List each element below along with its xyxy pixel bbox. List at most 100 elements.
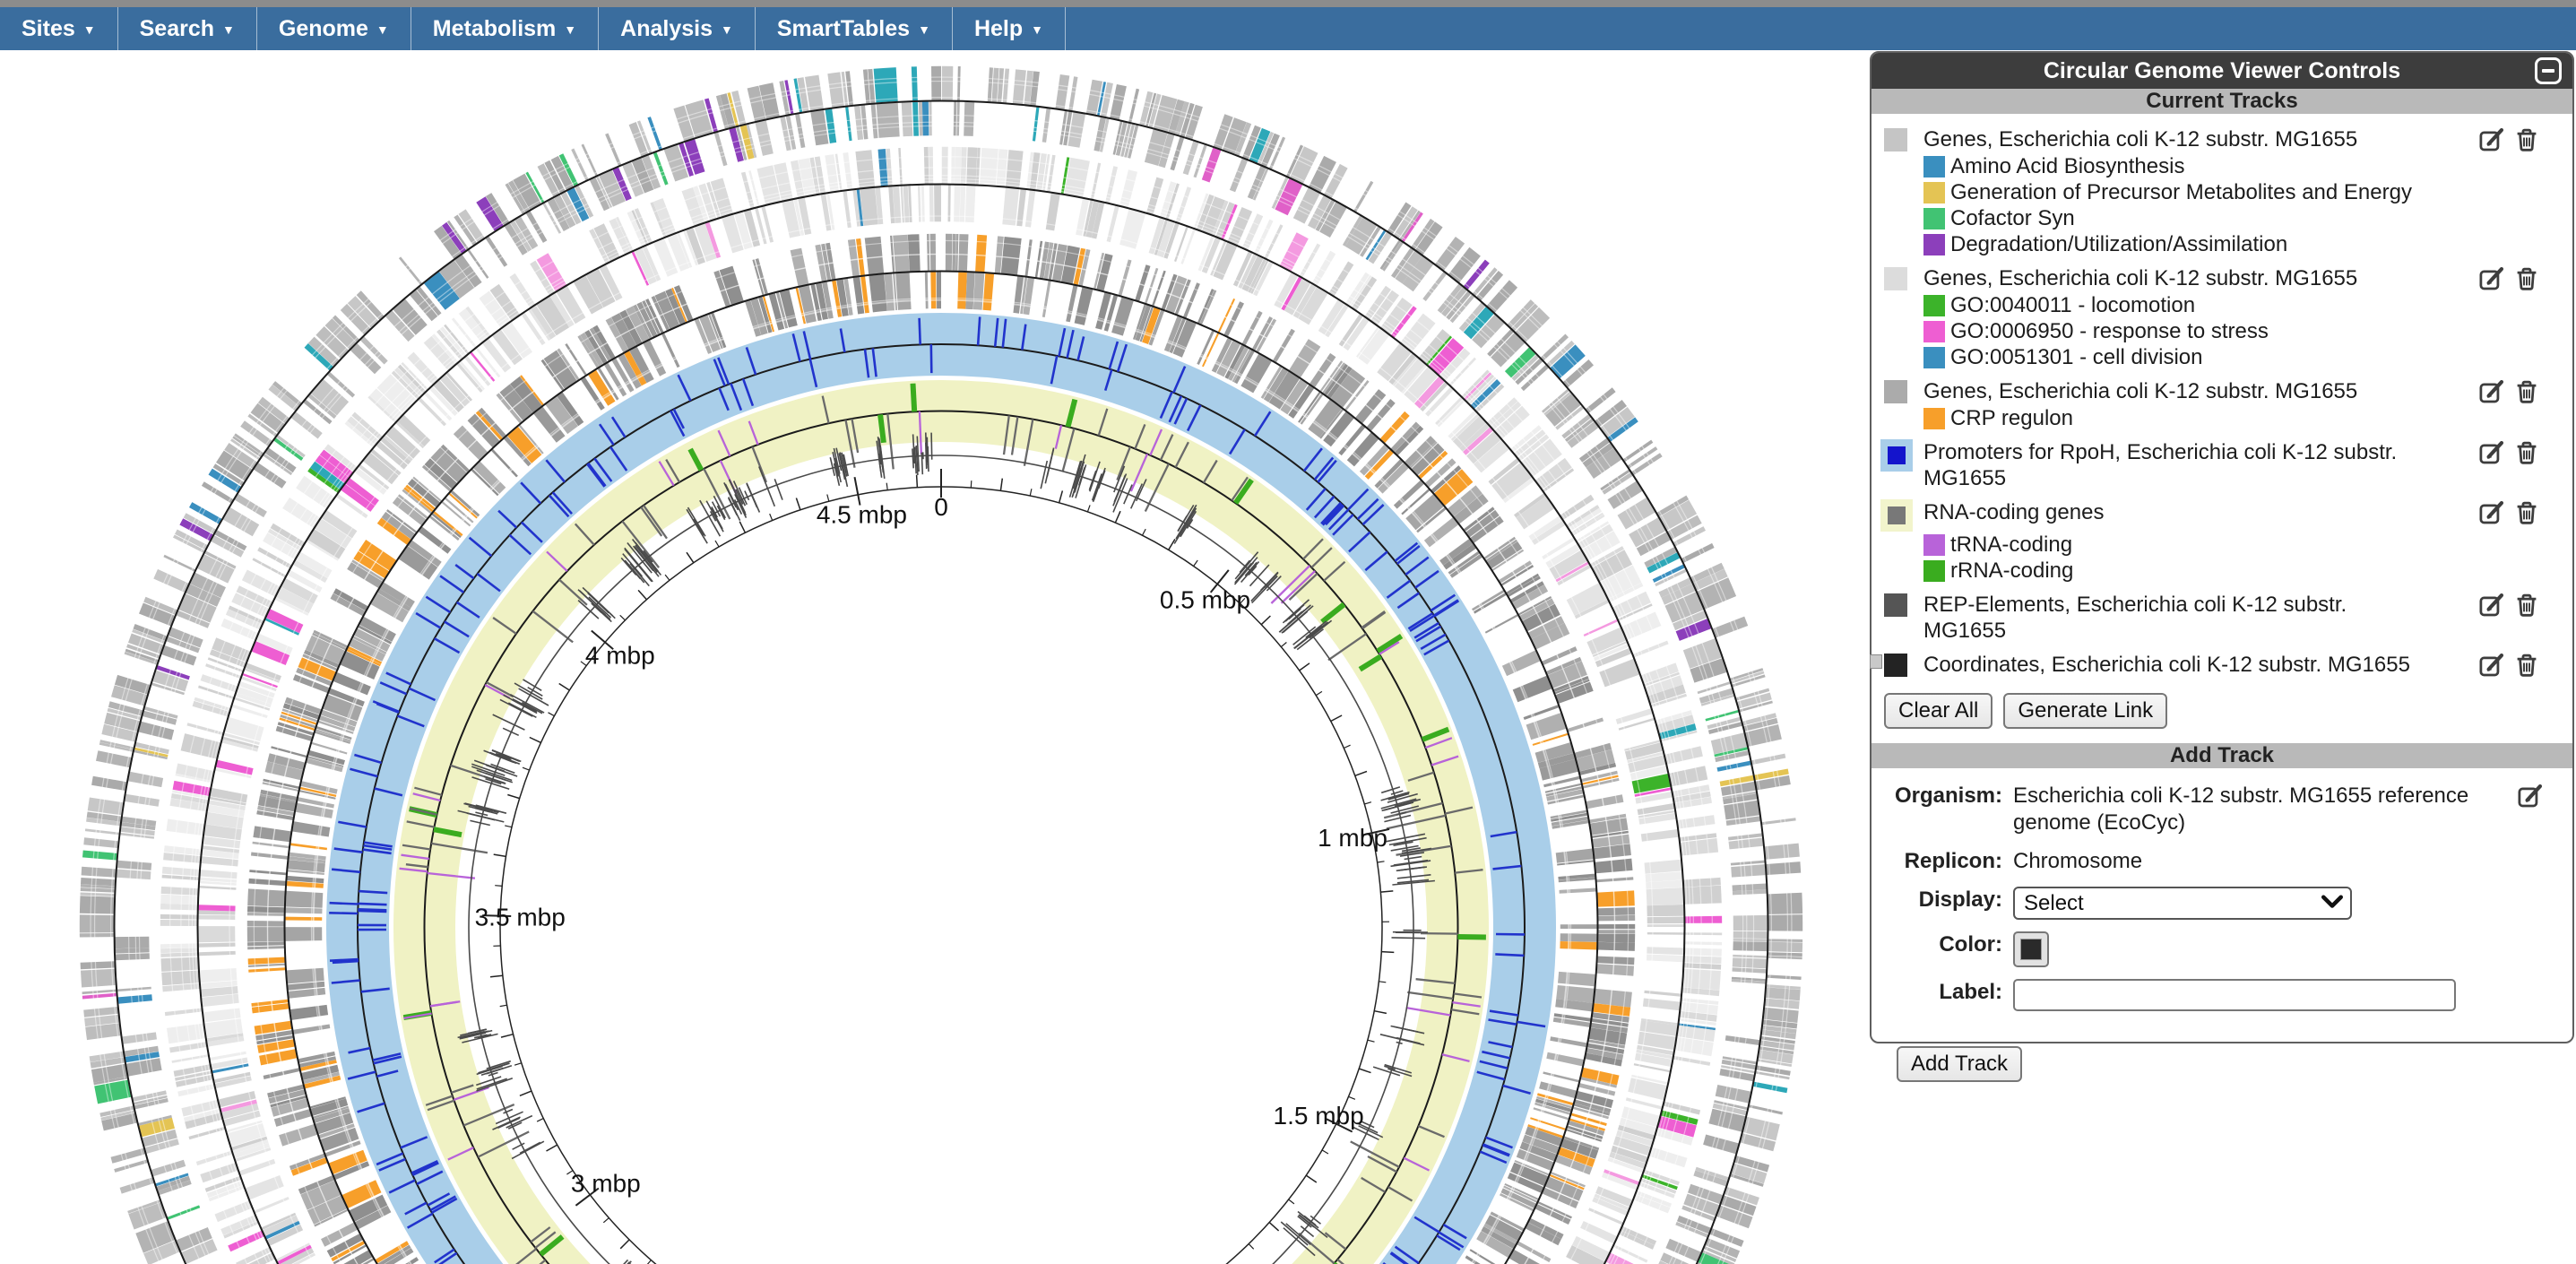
caret-down-icon: ▼ <box>1031 22 1043 37</box>
nav-item-label: SmartTables <box>776 15 911 41</box>
legend-label: GO:0006950 - response to stress <box>1950 318 2269 343</box>
ring-promoters-rpoh <box>326 313 1556 1264</box>
track-group: REP-Elements, Escherichia coli K-12 subs… <box>1884 592 2563 644</box>
legend-color-swatch <box>1923 346 1945 368</box>
track-row: Promoters for RpoH, Escherichia coli K-1… <box>1880 439 2563 491</box>
track-title: Genes, Escherichia coli K-12 substr. MG1… <box>1923 379 2358 403</box>
add-track-form: Organism: Escherichia coli K-12 substr. … <box>1871 768 2572 1082</box>
nav-item-help[interactable]: Help ▼ <box>953 7 1066 50</box>
legend-label: CRP regulon <box>1950 405 2073 430</box>
trash-icon[interactable] <box>2513 652 2540 679</box>
track-group: Promoters for RpoH, Escherichia coli K-1… <box>1880 439 2563 491</box>
legend-color-swatch <box>1923 559 1945 582</box>
minimize-icon[interactable] <box>2535 57 2562 84</box>
legend-item: CRP regulon <box>1923 405 2563 431</box>
track-row: Genes, Escherichia coli K-12 substr. MG1… <box>1884 126 2563 153</box>
coordinate-label: 3 mbp <box>571 1169 641 1197</box>
legend-label: Amino Acid Biosynthesis <box>1950 153 2185 178</box>
legend-item: rRNA-coding <box>1923 558 2563 584</box>
color-swatch <box>2020 939 2042 960</box>
window-chrome-strip <box>0 0 2576 7</box>
ring-genes-track-2 <box>160 146 1723 1264</box>
display-select[interactable]: Select <box>2013 887 2352 920</box>
main-nav-bar: Sites ▼ Search ▼ Genome ▼ Metabolism ▼ Analysis ▼… <box>0 7 2576 50</box>
track-color-swatch <box>1884 267 1907 290</box>
add-track-button[interactable]: Add Track <box>1897 1046 2023 1082</box>
track-group: RNA-coding genes tRNA-coding rRNA-coding <box>1880 499 2563 584</box>
generate-link-button[interactable]: Generate Link <box>2003 693 2168 729</box>
ring-coordinates: 0 0.5 mbp 1 mbp 1.5 mbp 3 mbp 3.5 mbp 4 mbp 4.5… <box>475 469 1395 1264</box>
ring-rna-coding <box>393 380 1489 1264</box>
nav-item-analysis[interactable]: Analysis ▼ <box>599 7 756 50</box>
track-actions-row: Clear All Generate Link <box>1884 693 2572 729</box>
coordinate-label: 0.5 mbp <box>1160 586 1250 614</box>
legend-item: Amino Acid Biosynthesis <box>1923 153 2563 179</box>
label-label: Label: <box>1939 980 2002 1004</box>
edit-icon[interactable] <box>2478 499 2505 526</box>
organism-value: Escherichia coli K-12 substr. MG1655 ref… <box>2013 784 2469 835</box>
legend-item: GO:0051301 - cell division <box>1923 344 2563 370</box>
current-tracks-header: Current Tracks <box>1871 89 2572 114</box>
trash-icon[interactable] <box>2513 126 2540 153</box>
nav-item-sites[interactable]: Sites ▼ <box>0 7 118 50</box>
track-row: Genes, Escherichia coli K-12 substr. MG1… <box>1884 265 2563 292</box>
panel-resize-grip[interactable] <box>1870 654 1882 669</box>
replicon-label: Replicon: <box>1904 849 2002 873</box>
organism-label: Organism: <box>1894 784 2002 808</box>
legend-item: Generation of Precursor Metabolites and … <box>1923 179 2563 205</box>
ring-genes-track-1 <box>79 65 1803 1264</box>
edit-icon[interactable] <box>2478 378 2505 405</box>
trash-icon[interactable] <box>2513 592 2540 619</box>
track-label-input[interactable] <box>2013 979 2456 1011</box>
color-label: Color: <box>1939 932 2002 957</box>
caret-down-icon: ▼ <box>564 22 577 37</box>
display-row: Display: Select <box>1884 887 2562 920</box>
track-title: Promoters for RpoH, Escherichia coli K-1… <box>1923 440 2398 490</box>
coordinate-label: 4 mbp <box>585 642 655 670</box>
edit-icon[interactable] <box>2478 592 2505 619</box>
edit-icon[interactable] <box>2478 126 2505 153</box>
trash-icon[interactable] <box>2513 499 2540 526</box>
nav-item-label: Help <box>973 15 1024 41</box>
circular-genome-viewer-controls-panel: Circular Genome Viewer Controls Current … <box>1870 51 2574 1082</box>
edit-icon[interactable] <box>2478 652 2505 679</box>
legend-item: GO:0006950 - response to stress <box>1923 318 2563 344</box>
nav-item-metabolism[interactable]: Metabolism ▼ <box>411 7 600 50</box>
track-row: Coordinates, Escherichia coli K-12 subst… <box>1884 652 2563 679</box>
legend-color-swatch <box>1923 207 1945 229</box>
color-picker-button[interactable] <box>2013 931 2049 967</box>
color-row: Color: <box>1884 931 2562 967</box>
nav-item-search[interactable]: Search ▼ <box>118 7 257 50</box>
coordinate-label: 4.5 mbp <box>817 500 907 528</box>
trash-icon[interactable] <box>2513 265 2540 292</box>
panel-title: Circular Genome Viewer Controls <box>2043 57 2401 83</box>
caret-down-icon: ▼ <box>222 22 235 37</box>
legend-color-swatch <box>1923 181 1945 203</box>
nav-item-genome[interactable]: Genome ▼ <box>257 7 411 50</box>
track-color-swatch <box>1884 380 1907 403</box>
trash-icon[interactable] <box>2513 378 2540 405</box>
display-label: Display: <box>1918 887 2002 912</box>
track-title: RNA-coding genes <box>1923 500 2105 524</box>
coordinate-label: 0 <box>934 493 948 521</box>
legend-label: GO:0051301 - cell division <box>1950 344 2203 369</box>
caret-down-icon: ▼ <box>82 22 96 37</box>
panel-header: Circular Genome Viewer Controls <box>1871 53 2572 89</box>
legend-label: Degradation/Utilization/Assimilation <box>1950 231 2288 256</box>
label-row: Label: <box>1884 979 2562 1011</box>
track-color-swatch <box>1884 593 1907 617</box>
legend-item: Cofactor Syn <box>1923 205 2563 231</box>
edit-icon[interactable] <box>2478 265 2505 292</box>
edit-icon[interactable] <box>2517 783 2544 809</box>
track-row: RNA-coding genes <box>1880 499 2563 532</box>
nav-item-smarttables[interactable]: SmartTables ▼ <box>756 7 953 50</box>
nav-item-label: Sites <box>22 15 75 41</box>
legend-color-swatch <box>1923 320 1945 342</box>
clear-all-button[interactable]: Clear All <box>1884 693 1993 729</box>
trash-icon[interactable] <box>2513 439 2540 466</box>
legend-label: Generation of Precursor Metabolites and … <box>1950 179 2412 204</box>
nav-item-label: Metabolism <box>432 15 557 41</box>
legend-label: Cofactor Syn <box>1950 205 2075 230</box>
edit-icon[interactable] <box>2478 439 2505 466</box>
